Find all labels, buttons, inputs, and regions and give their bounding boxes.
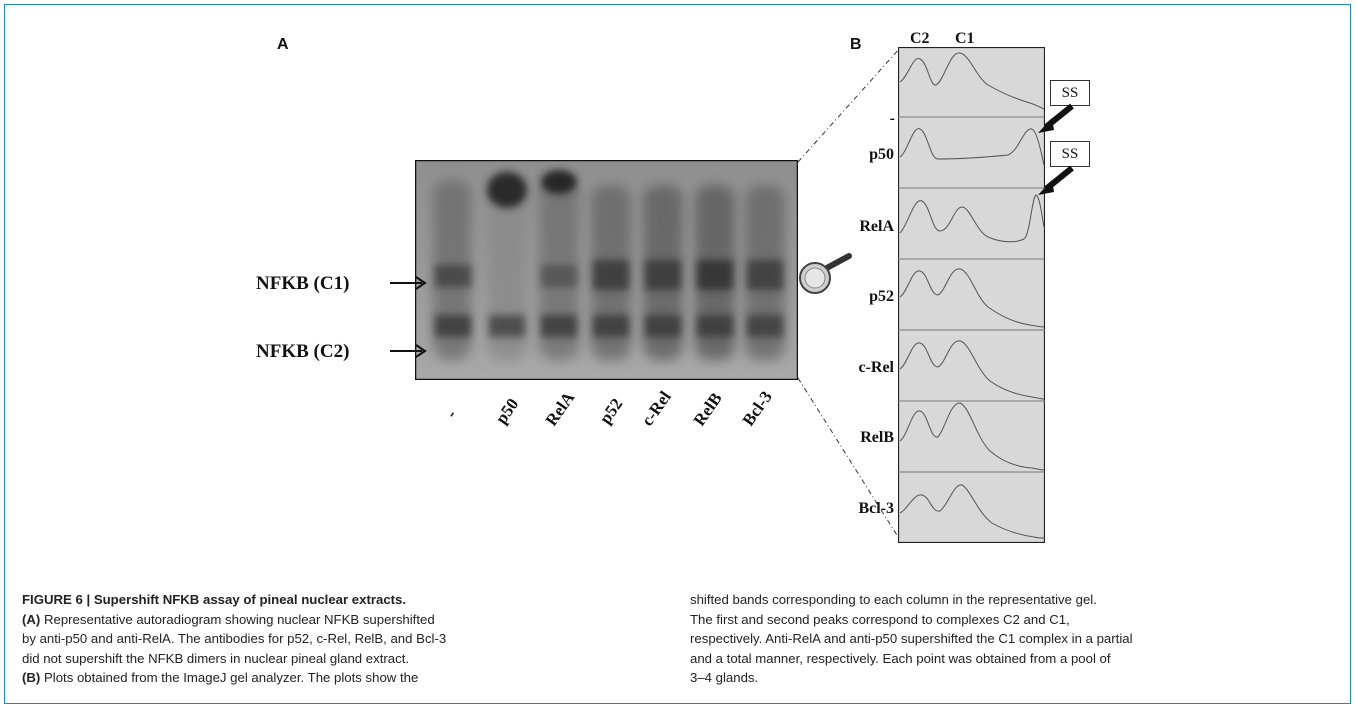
caption-right-4: and a total manner, respectively. Each p… [690,650,1111,666]
arrow-c2-icon [390,344,427,358]
caption-line-b: (B) Plots obtained from the ImageJ gel a… [22,670,419,686]
band-label-c1: NFKB (C1) [256,273,350,294]
plot-label-relb: RelB [860,429,894,446]
trace-relb [899,402,1045,471]
trace-crel [899,340,1045,400]
caption-title: FIGURE 6 | Supershift NFKB assay of pine… [22,592,407,607]
ss-arrows [1038,103,1074,195]
plot-label-bcl3: Bcl-3 [858,500,894,517]
arrow-c1-icon [390,276,427,290]
trace-none [899,52,1045,110]
plot-label-crel: c-Rel [858,359,894,376]
band-arrows [390,276,427,358]
panel-a-label: A [277,36,289,53]
ss-arrow-rela-icon [1038,165,1074,195]
peak-label-c1: C1 [955,30,975,47]
plot-label-none: - [889,110,895,127]
band-label-c2: NFKB (C2) [256,341,350,362]
figure-frame [4,4,1351,704]
caption-line-3: did not supershift the NFKB dimers in nu… [22,650,410,666]
ss-arrow-p50-icon [1038,103,1074,133]
ss-label-p50: SS [1050,80,1090,106]
caption-left: FIGURE 6 | Supershift NFKB assay of pine… [22,590,652,688]
caption-line-a: (A) Representative autoradiogram showing… [22,611,435,627]
plot-label-p52: p52 [869,288,894,305]
trace-p50 [899,128,1045,166]
trace-p52 [899,268,1045,328]
caption-line-2: by anti-p50 and anti-RelA. The antibodie… [22,631,447,647]
trace-rela [899,194,1045,243]
trace-bcl3 [899,484,1045,539]
gel-autoradiogram [415,160,798,380]
caption-right: shifted bands corresponding to each colu… [690,590,1340,688]
densitometry-panel [898,47,1045,543]
plot-label-rela: RelA [859,218,894,235]
zoom-connectors [797,47,901,541]
panel-b-label: B [850,36,862,53]
caption-right-5: 3–4 glands. [690,670,759,686]
magnifier-icon [799,253,852,294]
plot-label-p50: p50 [869,146,894,163]
caption-right-1: shifted bands corresponding to each colu… [690,592,1097,607]
peak-label-c2: C2 [910,30,930,47]
caption-right-2: The first and second peaks correspond to… [690,611,1070,627]
caption-right-3: respectively. Anti-RelA and anti-p50 sup… [690,631,1133,647]
